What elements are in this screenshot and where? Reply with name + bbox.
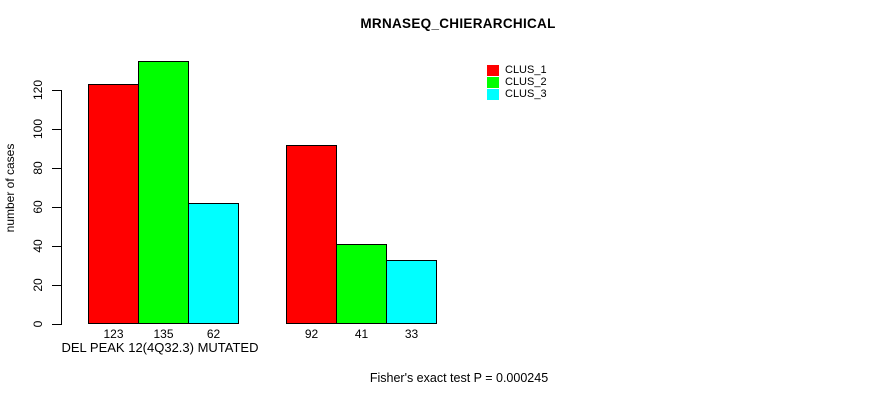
legend-item: CLUS_2 (487, 76, 547, 88)
y-tick (52, 129, 61, 130)
y-tick (52, 207, 61, 208)
bar-clus_3-group2 (386, 260, 437, 324)
bar-clus_2-group2 (336, 244, 387, 324)
legend-label: CLUS_2 (505, 76, 547, 88)
legend: CLUS_1 CLUS_2 CLUS_3 (487, 64, 547, 100)
bar-value-label: 33 (404, 327, 419, 341)
legend-label: CLUS_3 (505, 88, 547, 100)
bar-value-label: 135 (153, 327, 174, 341)
legend-swatch-clus_2 (487, 76, 499, 88)
legend-item: CLUS_1 (487, 64, 547, 76)
bar-value-label: 123 (103, 327, 124, 341)
legend-swatch-clus_1 (487, 64, 499, 76)
x-axis-label: DEL PEAK 12(4Q32.3) MUTATED (61, 340, 259, 355)
y-tick-label: 80 (31, 161, 45, 175)
y-axis-line (61, 90, 62, 325)
y-tick (52, 246, 61, 247)
y-tick (52, 285, 61, 286)
bar-clus_1-group2 (286, 145, 337, 324)
bar-clus_1-group1 (88, 84, 139, 324)
y-tick-label: 100 (31, 118, 45, 140)
chart-title: MRNASEQ_CHIERARCHICAL (360, 16, 556, 31)
y-tick-label: 0 (31, 320, 45, 328)
y-tick (52, 90, 61, 91)
y-tick-label: 40 (31, 239, 45, 253)
legend-label: CLUS_1 (505, 64, 547, 76)
bar-value-label: 92 (304, 327, 319, 341)
bar-value-label: 62 (206, 327, 221, 341)
legend-item: CLUS_3 (487, 88, 547, 100)
bar-clus_3-group1 (188, 203, 239, 324)
fisher-test-annotation: Fisher's exact test P = 0.000245 (369, 371, 549, 385)
y-tick (52, 324, 61, 325)
y-tick (52, 168, 61, 169)
y-tick-label: 60 (31, 200, 45, 214)
legend-swatch-clus_3 (487, 88, 499, 100)
bar-clus_2-group1 (138, 61, 189, 324)
y-tick-label: 120 (31, 79, 45, 101)
bar-value-label: 41 (354, 327, 369, 341)
y-tick-label: 20 (31, 278, 45, 292)
